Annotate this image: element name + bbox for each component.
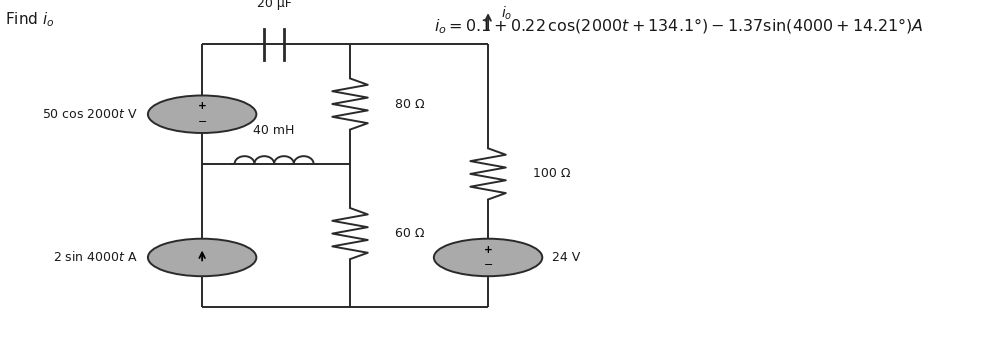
Text: 80 Ω: 80 Ω — [395, 98, 425, 110]
Text: 50 cos 2000$t$ V: 50 cos 2000$t$ V — [42, 108, 138, 121]
Circle shape — [148, 239, 256, 276]
Circle shape — [148, 95, 256, 133]
Text: $i_o$: $i_o$ — [501, 5, 513, 23]
Circle shape — [434, 239, 542, 276]
Text: $i_o = 0.1 + 0.22\,\cos(2000t + 134.1°) - 1.37\sin(4000 + 14.21°)A$: $i_o = 0.1 + 0.22\,\cos(2000t + 134.1°) … — [434, 17, 923, 36]
Text: −: − — [197, 117, 207, 127]
Text: 20 μF: 20 μF — [256, 0, 292, 10]
Text: +: + — [198, 101, 206, 112]
Text: 60 Ω: 60 Ω — [395, 227, 425, 240]
Text: 100 Ω: 100 Ω — [533, 167, 571, 180]
Text: 24 V: 24 V — [552, 251, 581, 264]
Text: 40 mH: 40 mH — [253, 124, 295, 137]
Text: −: − — [483, 260, 493, 270]
Text: 2 sin 4000$t$ A: 2 sin 4000$t$ A — [53, 250, 138, 265]
Text: +: + — [484, 244, 492, 255]
Text: Find $i_o$: Find $i_o$ — [5, 10, 54, 29]
